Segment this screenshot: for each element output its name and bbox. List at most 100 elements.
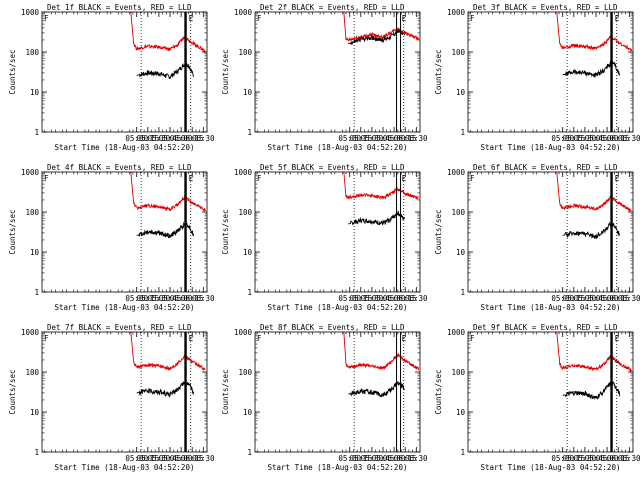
plot-area: [556, 12, 632, 132]
x-tick-label: 06:15: [394, 454, 417, 463]
y-tick-label: 1: [460, 448, 465, 457]
lld-series-line: [343, 172, 419, 200]
interval-label-f: F: [44, 174, 49, 183]
y-axis-label: Counts/sec: [434, 369, 443, 414]
interval-label-f: F: [257, 334, 262, 343]
lld-series-line: [130, 332, 206, 372]
x-tick-label: 06:00: [383, 134, 406, 143]
interval-label-f: F: [257, 14, 262, 23]
y-axis-label: Counts/sec: [434, 209, 443, 254]
plot-frame: [41, 171, 208, 293]
y-tick-label: 10: [30, 408, 40, 417]
x-axis-label: Start Time (18-Aug-03 04:52:20): [481, 463, 621, 472]
events-series-line: [348, 381, 405, 398]
detector-panel: Det 1f BLACK = Events, RED = LLD F E 1 10 100…: [8, 3, 215, 152]
y-axis-label: Counts/sec: [8, 369, 17, 414]
x-tick-label: 05:15: [350, 294, 373, 303]
y-tick-label: 1: [34, 448, 39, 457]
x-tick-label: 06:30: [618, 134, 640, 143]
interval-label-e: E: [615, 334, 620, 343]
x-tick-label: 06:15: [607, 134, 630, 143]
events-series-line: [562, 221, 621, 239]
interval-label-f: F: [44, 334, 49, 343]
y-tick-label: 10: [243, 88, 253, 97]
plot-frame: [467, 331, 634, 453]
detector-panel: Det 6f BLACK = Events, RED = LLD F E 1 10 100…: [434, 163, 640, 312]
x-tick-label: 05:45: [585, 454, 608, 463]
plot-frame: [467, 171, 634, 293]
x-axis-label: Start Time (18-Aug-03 04:52:20): [481, 143, 621, 152]
x-tick-label: 06:00: [596, 454, 619, 463]
events-series-line: [562, 381, 621, 400]
plot-frame: [254, 171, 421, 293]
plot-frame: [467, 11, 634, 133]
plot-area: [130, 12, 206, 132]
x-tick-label: 05:00: [338, 294, 361, 303]
plot-frame: [41, 11, 208, 133]
y-tick-label: 10: [30, 248, 40, 257]
panel-title: Det 1f BLACK = Events, RED = LLD: [47, 3, 192, 12]
x-tick-label: 05:15: [137, 454, 160, 463]
lld-series-line: [556, 12, 632, 52]
interval-label-f: F: [44, 14, 49, 23]
x-tick-label: 06:15: [607, 294, 630, 303]
y-tick-label: 100: [25, 208, 39, 217]
plot-frame: [254, 331, 421, 453]
interval-label-e: E: [402, 334, 407, 343]
interval-label-f: F: [470, 174, 475, 183]
y-tick-label: 1000: [234, 8, 253, 17]
plot-area: [130, 172, 206, 292]
x-tick-label: 05:15: [137, 134, 160, 143]
interval-label-f: F: [470, 334, 475, 343]
x-tick-label: 06:30: [405, 294, 428, 303]
x-tick-label: 05:00: [551, 134, 574, 143]
panel-title: Det 3f BLACK = Events, RED = LLD: [473, 3, 618, 12]
x-tick-label: 05:30: [148, 134, 171, 143]
x-axis-label: Start Time (18-Aug-03 04:52:20): [268, 143, 408, 152]
y-tick-label: 100: [25, 48, 39, 57]
interval-label-e: E: [615, 14, 620, 23]
plot-area: [556, 172, 632, 292]
y-tick-label: 1: [460, 288, 465, 297]
interval-label-e: E: [402, 14, 407, 23]
detector-panel: Det 7f BLACK = Events, RED = LLD F E 1 10 100…: [8, 323, 215, 472]
y-tick-label: 100: [451, 48, 465, 57]
lld-series-line: [130, 12, 206, 54]
events-series-line: [348, 27, 405, 46]
x-tick-label: 05:15: [350, 134, 373, 143]
plot-area: [343, 332, 419, 452]
detector-panel: Det 4f BLACK = Events, RED = LLD F E 1 10 100…: [8, 163, 215, 312]
lld-series-line: [343, 332, 419, 371]
x-tick-label: 06:15: [181, 454, 204, 463]
y-tick-label: 100: [451, 208, 465, 217]
x-tick-label: 05:00: [125, 454, 148, 463]
interval-label-f: F: [257, 174, 262, 183]
x-tick-label: 05:00: [125, 294, 148, 303]
y-axis-label: Counts/sec: [221, 369, 230, 414]
panel-title: Det 4f BLACK = Events, RED = LLD: [47, 163, 192, 172]
y-tick-label: 10: [30, 88, 40, 97]
detector-panel: Det 3f BLACK = Events, RED = LLD F E 1 10 100…: [434, 3, 640, 152]
lld-series-line: [343, 12, 419, 42]
interval-label-f: F: [470, 14, 475, 23]
panel-title: Det 2f BLACK = Events, RED = LLD: [260, 3, 405, 12]
panel-title: Det 9f BLACK = Events, RED = LLD: [473, 323, 618, 332]
y-axis-label: Counts/sec: [8, 209, 17, 254]
x-tick-label: 05:30: [361, 454, 384, 463]
x-tick-label: 05:45: [585, 134, 608, 143]
y-tick-label: 100: [238, 208, 252, 217]
y-axis-label: Counts/sec: [434, 49, 443, 94]
events-series-line: [136, 379, 195, 398]
interval-label-e: E: [615, 174, 620, 183]
y-tick-label: 100: [451, 368, 465, 377]
y-axis-label: Counts/sec: [8, 49, 17, 94]
x-tick-label: 05:00: [551, 454, 574, 463]
y-tick-label: 10: [243, 248, 253, 257]
x-tick-label: 05:15: [350, 454, 373, 463]
x-tick-label: 06:30: [405, 134, 428, 143]
panel-title: Det 5f BLACK = Events, RED = LLD: [260, 163, 405, 172]
x-tick-label: 05:45: [372, 294, 395, 303]
x-tick-label: 05:00: [338, 454, 361, 463]
plot-area: [130, 332, 206, 452]
